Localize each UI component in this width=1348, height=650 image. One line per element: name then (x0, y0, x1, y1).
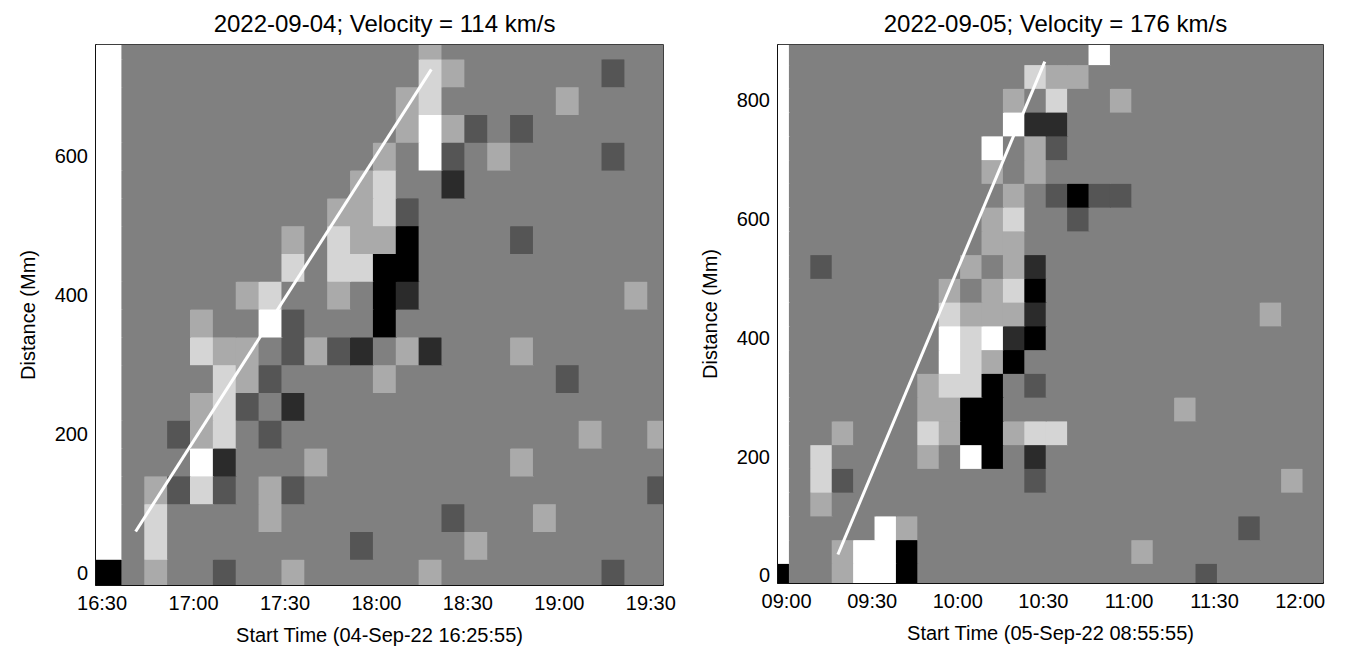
svg-text:17:30: 17:30 (260, 592, 310, 614)
svg-text:12:00: 12:00 (1275, 590, 1325, 612)
svg-text:200: 200 (737, 446, 770, 468)
svg-text:600: 600 (737, 208, 770, 230)
svg-text:18:30: 18:30 (443, 592, 493, 614)
svg-text:600: 600 (55, 145, 88, 167)
svg-text:09:30: 09:30 (847, 590, 897, 612)
svg-text:400: 400 (55, 284, 88, 306)
svg-text:19:00: 19:00 (534, 592, 584, 614)
svg-text:16:30: 16:30 (77, 592, 127, 614)
svg-text:11:30: 11:30 (1190, 590, 1239, 612)
svg-text:19:30: 19:30 (626, 592, 676, 614)
svg-text:2022-09-05; Velocity = 176 km/: 2022-09-05; Velocity = 176 km/s (884, 10, 1228, 37)
svg-text:800: 800 (737, 89, 770, 111)
svg-text:400: 400 (737, 327, 770, 349)
svg-text:Distance (Mm): Distance (Mm) (699, 249, 721, 379)
svg-text:09:00: 09:00 (762, 590, 812, 612)
svg-text:18:00: 18:00 (351, 592, 401, 614)
svg-text:0: 0 (759, 564, 770, 586)
svg-text:11:00: 11:00 (1105, 590, 1154, 612)
svg-text:17:00: 17:00 (169, 592, 219, 614)
svg-text:10:30: 10:30 (1018, 590, 1068, 612)
svg-text:Start Time (05-Sep-22 08:55:55: Start Time (05-Sep-22 08:55:55) (907, 622, 1194, 644)
svg-text:Distance (Mm): Distance (Mm) (17, 250, 39, 380)
svg-text:0: 0 (77, 562, 88, 584)
svg-text:200: 200 (55, 423, 88, 445)
svg-text:2022-09-04; Velocity = 114 km/: 2022-09-04; Velocity = 114 km/s (214, 10, 556, 37)
svg-text:10:00: 10:00 (933, 590, 983, 612)
svg-text:Start Time (04-Sep-22 16:25:55: Start Time (04-Sep-22 16:25:55) (236, 624, 523, 646)
